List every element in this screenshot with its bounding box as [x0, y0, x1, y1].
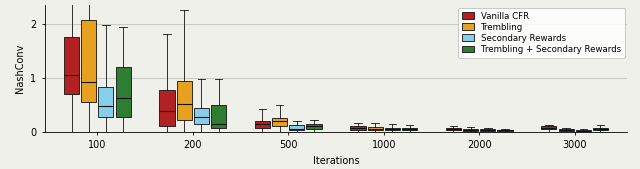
PathPatch shape: [159, 90, 175, 126]
X-axis label: Iterations: Iterations: [313, 156, 359, 166]
PathPatch shape: [593, 127, 608, 130]
PathPatch shape: [255, 121, 270, 127]
PathPatch shape: [559, 129, 573, 131]
PathPatch shape: [194, 108, 209, 124]
Y-axis label: NashConv: NashConv: [15, 44, 25, 93]
PathPatch shape: [81, 20, 96, 102]
PathPatch shape: [576, 130, 591, 131]
PathPatch shape: [497, 130, 513, 131]
PathPatch shape: [446, 127, 461, 130]
PathPatch shape: [350, 126, 365, 130]
PathPatch shape: [64, 37, 79, 94]
PathPatch shape: [541, 126, 556, 129]
PathPatch shape: [367, 127, 383, 130]
PathPatch shape: [289, 125, 305, 130]
PathPatch shape: [402, 127, 417, 130]
PathPatch shape: [480, 129, 495, 131]
PathPatch shape: [385, 127, 400, 130]
PathPatch shape: [116, 67, 131, 117]
PathPatch shape: [99, 87, 113, 117]
Legend: Vanilla CFR, Trembling, Secondary Rewards, Trembling + Secondary Rewards: Vanilla CFR, Trembling, Secondary Reward…: [458, 8, 625, 58]
PathPatch shape: [211, 105, 226, 127]
PathPatch shape: [177, 81, 192, 120]
PathPatch shape: [463, 129, 478, 131]
PathPatch shape: [272, 118, 287, 126]
PathPatch shape: [307, 124, 322, 129]
